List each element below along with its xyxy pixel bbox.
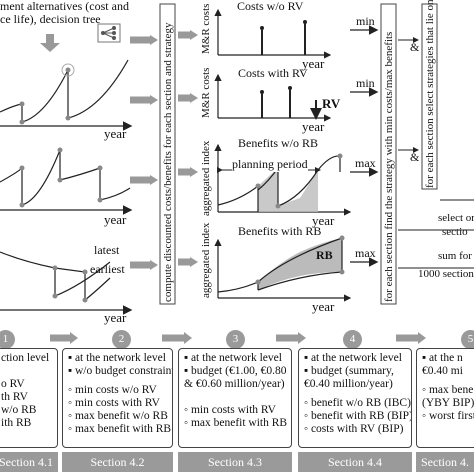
chart1-xlabel: year bbox=[302, 56, 325, 71]
sections-text: 1000 section bbox=[418, 268, 474, 280]
box1-line: w/o RB bbox=[1, 404, 37, 416]
select-bar bbox=[421, 3, 438, 190]
box-section-4-5: ▪ at the n €0.40 mi ◦ max bene (YBY BIP)… bbox=[416, 348, 474, 448]
flow-arrows-left bbox=[130, 35, 158, 270]
minmax-arrows bbox=[350, 25, 379, 267]
step-5-badge: 5 bbox=[461, 330, 474, 349]
rb-tag: RB bbox=[316, 248, 333, 262]
chart2-ylabel: M&R costs bbox=[200, 67, 212, 118]
section-label-4-5: Section 4. bbox=[416, 452, 474, 472]
box5-line: ▪ at the n bbox=[422, 352, 463, 364]
min-label-2: min bbox=[356, 76, 375, 90]
box2-line: ◦ max benefit with RB bbox=[68, 423, 172, 435]
box1-line: o RV bbox=[1, 378, 25, 390]
box4-line: ◦ costs with RV (BIP) bbox=[304, 423, 404, 435]
chart-costs-with-rv bbox=[214, 73, 332, 122]
earliest-label: earliest bbox=[90, 262, 125, 276]
chart1-title: Costs w/o RV bbox=[237, 0, 304, 13]
sum-for-text: sum for bbox=[438, 250, 472, 262]
step-arrows bbox=[50, 332, 426, 344]
section-label-4-3: Section 4.3 bbox=[178, 452, 292, 472]
box1-line: ction level bbox=[1, 352, 50, 364]
chart4-ylabel: aggregated index bbox=[200, 222, 212, 298]
box-section-4-4: ▪ at the network level ▪ budget (summary… bbox=[298, 348, 412, 448]
box-section-4-1: ction level o RV th RV w/o RB ith RB bbox=[0, 348, 58, 448]
chart1-ylabel: M&R costs bbox=[200, 3, 212, 54]
chart2-title: Costs with RV bbox=[238, 66, 308, 80]
compute-label: compute discounted costs/benefits for ea… bbox=[162, 22, 174, 303]
compute-bar bbox=[159, 3, 176, 305]
chart3-title: Benefits w/o RB bbox=[238, 136, 318, 150]
chart4-xlabel: year bbox=[312, 299, 335, 314]
box2-line: ◦ min costs with RV bbox=[68, 397, 160, 409]
box4-line: ▪ at the network level bbox=[304, 352, 402, 364]
ampersand-2: & bbox=[410, 150, 420, 164]
decision-tree-icon bbox=[97, 23, 121, 43]
box3-line: ▪ at the network level bbox=[184, 352, 282, 364]
section-label-4-4: Section 4.4 bbox=[298, 452, 412, 472]
box-section-4-3: ▪ at the network level ▪ budget (€1.00, … bbox=[178, 348, 292, 448]
ampersand-1: & bbox=[410, 40, 420, 54]
box3-line: & €0.60 million/year) bbox=[184, 378, 285, 390]
right-connectors bbox=[398, 37, 474, 269]
chart3-ylabel: aggregated index bbox=[200, 140, 212, 216]
box5-line: ◦ worst first bbox=[422, 410, 474, 422]
select-label: for each section select strategies that … bbox=[424, 0, 436, 188]
box2-line: ◦ max benefit w/o RB bbox=[68, 410, 168, 422]
box-section-4-2: ▪ at the network level ▪ w/o budget cons… bbox=[62, 348, 173, 448]
alternatives-text-1: ment alternatives (cost and bbox=[0, 0, 129, 13]
box3-line: ◦ max benefit with RB bbox=[184, 417, 288, 429]
planning-period-label: planning period bbox=[232, 157, 308, 172]
step-2-badge: 2 bbox=[112, 330, 131, 349]
box4-line: ◦ benefit with RB (BIP) bbox=[304, 410, 412, 422]
box2-line: ▪ w/o budget constraint bbox=[68, 365, 173, 377]
chart-benefits-without-rb bbox=[214, 143, 352, 216]
box1-line: th RV bbox=[1, 391, 28, 403]
step-4-badge: 4 bbox=[343, 330, 362, 349]
section-label-4-2: Section 4.2 bbox=[62, 452, 173, 472]
step-1-badge: 1 bbox=[0, 330, 15, 349]
box5-line: (YBY BIP) bbox=[422, 397, 474, 409]
box3-line: ▪ budget (€1.00, €0.80 bbox=[184, 365, 287, 377]
box2-line: ▪ at the network level bbox=[68, 352, 166, 364]
max-label-1: max bbox=[355, 156, 376, 170]
chart4-title: Benefits with RB bbox=[238, 224, 322, 238]
box1-line: ith RB bbox=[1, 417, 32, 429]
box5-line: €0.40 mi bbox=[422, 365, 463, 377]
chart-costs-without-rv bbox=[214, 8, 332, 59]
chart-benefits-with-rb bbox=[214, 235, 352, 302]
box2-line: ◦ min costs w/o RV bbox=[68, 384, 157, 396]
latest-label: latest bbox=[94, 243, 120, 257]
max-label-2: max bbox=[355, 246, 376, 260]
min-label-1: min bbox=[356, 14, 375, 28]
left-panel-3 bbox=[0, 251, 133, 315]
box3-spacer bbox=[184, 391, 286, 404]
chart2-xlabel: year bbox=[302, 119, 325, 134]
step-3-badge: 3 bbox=[226, 330, 245, 349]
box4-line: ◦ benefit w/o RB (IBC) bbox=[304, 397, 411, 409]
find-label: for each section find the strategy with … bbox=[383, 31, 395, 302]
left-panel-2 bbox=[0, 147, 133, 215]
flow-arrows-middle bbox=[178, 30, 198, 267]
box4-line: ▪ budget (summary, bbox=[304, 365, 394, 377]
box5-line: ◦ max bene bbox=[422, 384, 474, 396]
left-year-label-3: year bbox=[104, 310, 127, 325]
box3-line: ◦ min costs with RV bbox=[184, 404, 276, 416]
left-panel-1 bbox=[0, 59, 133, 131]
left-year-label-1: year bbox=[104, 126, 127, 141]
down-arrow-icon bbox=[40, 34, 60, 52]
left-year-label-2: year bbox=[104, 212, 127, 227]
find-bar bbox=[380, 3, 397, 305]
select-on-text: select on bbox=[438, 212, 474, 224]
section-text: sectio bbox=[442, 226, 468, 238]
box4-line: €0.40 million/year) bbox=[304, 378, 393, 390]
chart3-xlabel: year bbox=[312, 213, 335, 228]
alternatives-text-2: ce life), decision tree bbox=[0, 12, 101, 26]
rv-tag: RV bbox=[322, 96, 341, 111]
section-label-4-1: Section 4.1 bbox=[0, 452, 58, 472]
